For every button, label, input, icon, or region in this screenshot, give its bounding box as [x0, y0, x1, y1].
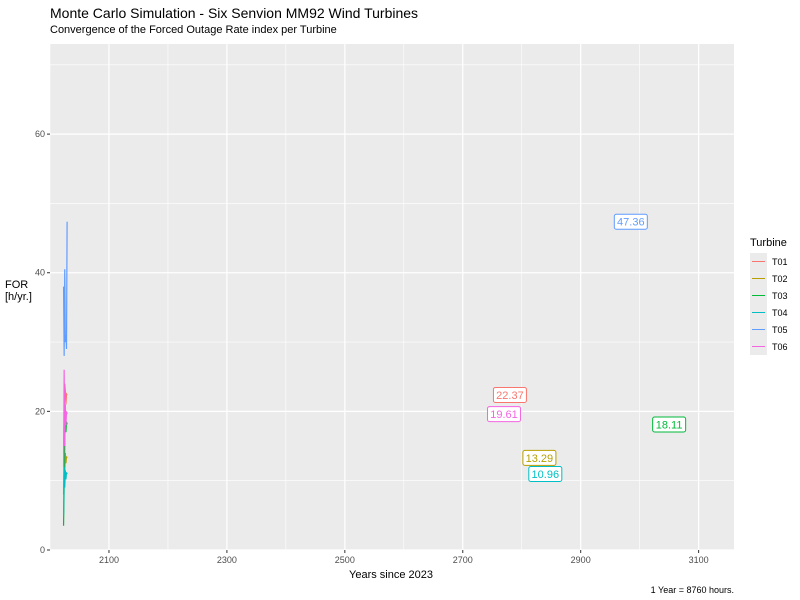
value-label-box-t04: [528, 466, 563, 483]
chart-caption: 1 Year = 8760 hours.: [650, 585, 734, 595]
x-tick-label: 2900: [571, 555, 591, 565]
legend-label: T02: [772, 273, 788, 284]
grid-major: [50, 44, 734, 551]
value-label-t01: 22.37: [496, 390, 524, 402]
chart-subtitle: Convergence of the Forced Outage Rate in…: [50, 24, 337, 36]
legend-key: [750, 304, 767, 321]
legend-key: [750, 270, 767, 287]
grid-minor: [49, 44, 734, 550]
legend-key: [750, 321, 767, 338]
x-tick-label: 3100: [689, 555, 709, 565]
value-label-t04: 10.96: [532, 469, 560, 481]
legend-item-t02: T02: [750, 270, 800, 287]
y-tick-label: 20: [35, 406, 45, 416]
x-axis-label: Years since 2023: [349, 569, 433, 581]
legend-item-t05: T05: [750, 321, 800, 338]
value-label-box-t06: [487, 406, 522, 423]
x-tick-label: 2100: [99, 555, 119, 565]
x-tick-label: 2700: [453, 555, 473, 565]
legend-label: T05: [772, 324, 788, 335]
legend-key-line: [752, 261, 765, 262]
legend-key: [750, 253, 767, 270]
y-axis-label: FOR [h/yr.]: [5, 279, 32, 303]
legend-title: Turbine: [750, 237, 787, 249]
plot-panel: [50, 44, 734, 550]
legend-key: [750, 287, 767, 304]
series-lines: [62, 221, 68, 526]
value-label-t03: 18.11: [656, 419, 683, 431]
legend-item-t04: T04: [750, 304, 800, 321]
legend-label: T01: [772, 256, 788, 267]
value-label-t02: 13.29: [526, 453, 554, 465]
x-tick-label: 2500: [335, 555, 355, 565]
value-label-box-t03: [652, 416, 687, 433]
value-labels: 22.37 13.29 18.11 10.96 47.36 19.61: [487, 213, 687, 483]
legend-label: T06: [772, 341, 788, 352]
series-line-t06: [62, 369, 68, 467]
legend-item-t01: T01: [750, 253, 800, 270]
y-tick-label: 40: [35, 268, 45, 278]
y-axis-ticks: 0 20 40 60: [35, 129, 50, 555]
legend: Turbine T01 T02 T03 T04 T05 T06: [750, 237, 800, 355]
legend-key-line: [752, 329, 765, 330]
legend-key: [750, 338, 767, 355]
y-tick-label: 0: [40, 545, 45, 555]
series-line-t05: [62, 221, 68, 356]
value-label-t06: 19.61: [490, 409, 518, 421]
legend-key-line: [752, 295, 765, 296]
legend-label: T04: [772, 307, 788, 318]
legend-item-t03: T03: [750, 287, 800, 304]
legend-label: T03: [772, 290, 788, 301]
legend-items: T01 T02 T03 T04 T05 T06: [750, 253, 800, 355]
chart-title: Monte Carlo Simulation - Six Senvion MM9…: [50, 5, 419, 21]
y-axis-label-line2: [h/yr.]: [5, 291, 32, 303]
value-label-box-t05: [613, 213, 648, 230]
value-label-t05: 47.36: [617, 217, 645, 229]
x-axis-label-wrap: Years since 2023: [0, 569, 800, 581]
x-tick-label: 2300: [217, 555, 237, 565]
legend-key-line: [752, 312, 765, 313]
legend-item-t06: T06: [750, 338, 800, 355]
x-axis-ticks: 2100 2300 2500 2700 2900 3100: [99, 550, 709, 565]
value-label-box-t01: [492, 386, 527, 403]
legend-key-line: [752, 346, 765, 347]
y-axis-label-line1: FOR: [5, 279, 29, 291]
y-tick-label: 60: [35, 129, 45, 139]
value-label-box-t02: [522, 449, 557, 466]
legend-key-line: [752, 278, 765, 279]
